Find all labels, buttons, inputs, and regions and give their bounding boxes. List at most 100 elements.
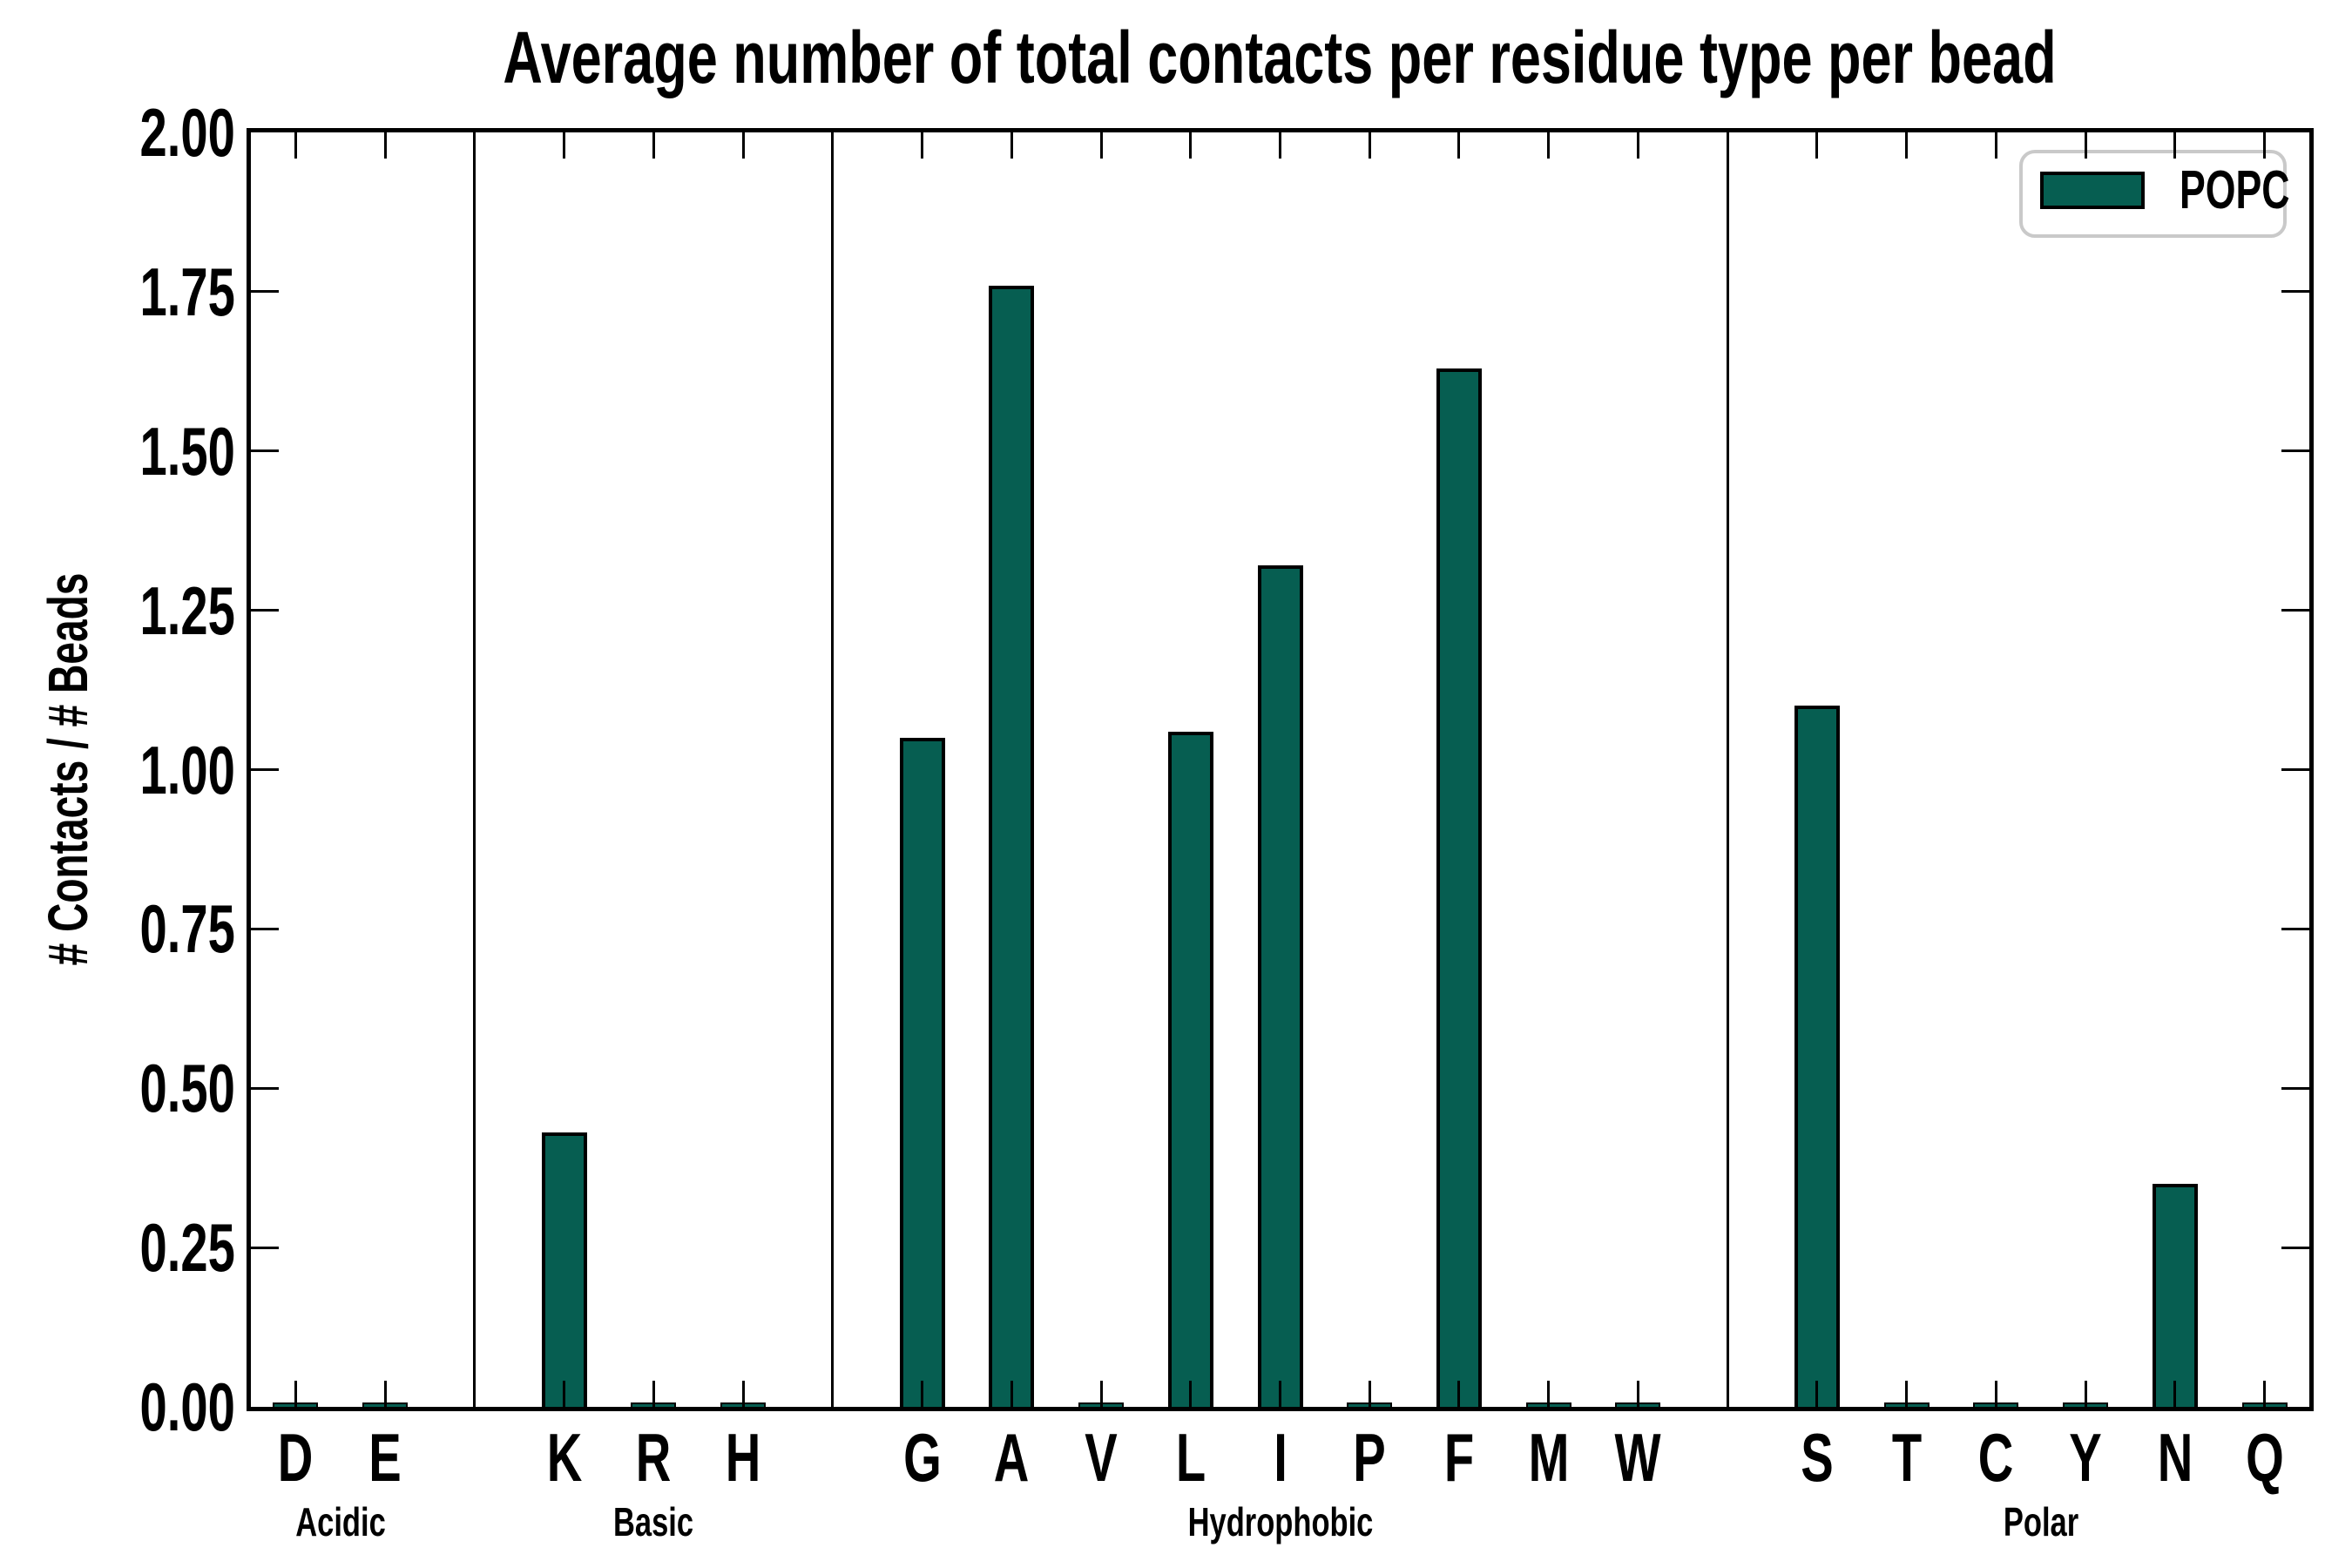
x-tick-top-Q <box>2263 132 2267 159</box>
x-tick-top-P <box>1368 132 1371 159</box>
bar-F <box>1436 368 1482 1407</box>
y-tick-label-text: 0.00 <box>139 1369 235 1445</box>
x-tick-label-C: C <box>1978 1419 2014 1496</box>
group-label-hydrophobic: Hydrophobic <box>1187 1499 1373 1544</box>
y-tick-left-0.50 <box>251 1086 279 1090</box>
x-tick-bottom-P <box>1368 1381 1371 1407</box>
y-tick-left-0.75 <box>251 927 279 930</box>
x-tick-bottom-K <box>563 1381 566 1407</box>
x-tick-top-C <box>1994 132 1997 159</box>
y-tick-label-0.00: 0.00 <box>103 1373 235 1441</box>
x-tick-label-M: M <box>1528 1419 1570 1496</box>
x-tick-label-E: E <box>368 1419 402 1496</box>
bar-N <box>2152 1184 2198 1407</box>
x-tick-bottom-E <box>383 1381 387 1407</box>
x-tick-top-S <box>1815 132 1819 159</box>
x-tick-bottom-V <box>1099 1381 1103 1407</box>
y-tick-label-0.50: 0.50 <box>103 1054 235 1122</box>
bar-L <box>1167 732 1213 1407</box>
x-tick-bottom-L <box>1189 1381 1193 1407</box>
x-tick-top-F <box>1457 132 1461 159</box>
y-axis-label-text: # Contacts / # Beads <box>37 572 99 966</box>
x-tick-label-K: K <box>546 1419 582 1496</box>
x-tick-bottom-I <box>1279 1381 1281 1407</box>
x-tick-top-N <box>2173 132 2177 159</box>
x-tick-label-I: I <box>1273 1419 1288 1496</box>
y-tick-right-0.25 <box>2281 1246 2309 1249</box>
y-tick-right-1.50 <box>2281 449 2309 453</box>
x-tick-top-I <box>1279 132 1281 159</box>
x-tick-top-A <box>1010 132 1013 159</box>
y-tick-label-text: 1.75 <box>139 253 235 330</box>
x-tick-label-H: H <box>725 1419 761 1496</box>
y-tick-label-text: 0.25 <box>139 1209 235 1287</box>
x-tick-bottom-C <box>1994 1381 1997 1407</box>
y-tick-label-text: 2.00 <box>139 94 235 171</box>
x-tick-top-E <box>383 132 387 159</box>
y-tick-right-0.75 <box>2281 927 2309 930</box>
group-label-basic: Basic <box>613 1499 694 1544</box>
group-label-polar: Polar <box>2003 1499 2078 1544</box>
y-tick-right-1.25 <box>2281 609 2309 612</box>
group-divider-0 <box>473 132 476 1407</box>
x-tick-top-D <box>294 132 297 159</box>
x-tick-bottom-F <box>1457 1381 1461 1407</box>
x-tick-bottom-S <box>1815 1381 1819 1407</box>
y-tick-label-text: 0.75 <box>139 890 235 968</box>
x-tick-label-F: F <box>1443 1419 1475 1496</box>
x-tick-bottom-Y <box>2084 1381 2087 1407</box>
y-tick-label-1.50: 1.50 <box>103 417 235 485</box>
y-tick-right-1.00 <box>2281 768 2309 771</box>
y-tick-left-0.25 <box>251 1246 279 1249</box>
x-tick-top-W <box>1636 132 1639 159</box>
y-tick-label-text: 1.00 <box>139 731 235 808</box>
x-tick-label-S: S <box>1801 1419 1834 1496</box>
x-tick-bottom-H <box>741 1381 745 1407</box>
group-divider-1 <box>831 132 835 1407</box>
plot-area <box>247 128 2314 1411</box>
x-tick-label-L: L <box>1175 1419 1206 1496</box>
x-tick-bottom-M <box>1547 1381 1551 1407</box>
y-tick-label-1.25: 1.25 <box>103 577 235 645</box>
bar-K <box>541 1132 587 1407</box>
x-tick-top-R <box>652 132 655 159</box>
y-tick-label-1.75: 1.75 <box>103 258 235 326</box>
y-tick-left-1.50 <box>251 449 279 453</box>
x-tick-label-W: W <box>1614 1419 1661 1496</box>
x-tick-bottom-G <box>921 1381 924 1407</box>
x-tick-bottom-A <box>1010 1381 1013 1407</box>
bar-S <box>1794 706 1840 1407</box>
y-tick-label-text: 0.50 <box>139 1050 235 1127</box>
x-tick-top-G <box>921 132 924 159</box>
x-tick-bottom-N <box>2173 1381 2177 1407</box>
y-tick-left-1.25 <box>251 609 279 612</box>
x-tick-label-R: R <box>636 1419 672 1496</box>
x-tick-top-V <box>1099 132 1103 159</box>
x-tick-label-G: G <box>902 1419 942 1496</box>
x-tick-bottom-R <box>652 1381 655 1407</box>
y-tick-left-1.75 <box>251 290 279 294</box>
group-divider-2 <box>1726 132 1729 1407</box>
x-tick-top-Y <box>2084 132 2087 159</box>
x-tick-label-T: T <box>1891 1419 1922 1496</box>
x-tick-label-Y: Y <box>2069 1419 2102 1496</box>
x-tick-top-K <box>563 132 566 159</box>
x-tick-bottom-D <box>294 1381 297 1407</box>
bar-G <box>899 738 945 1407</box>
group-label-acidic: Acidic <box>294 1499 386 1544</box>
x-tick-label-Q: Q <box>2245 1419 2284 1496</box>
bar-I <box>1257 565 1303 1407</box>
x-tick-bottom-Q <box>2263 1381 2267 1407</box>
x-tick-label-A: A <box>993 1419 1030 1496</box>
legend-label: POPC <box>2180 160 2290 220</box>
x-tick-label-V: V <box>1085 1419 1118 1496</box>
x-tick-top-H <box>741 132 745 159</box>
y-tick-label-text: 1.25 <box>139 571 235 649</box>
chart-title: Average number of total contacts per res… <box>503 17 2057 98</box>
y-tick-left-1.00 <box>251 768 279 771</box>
legend-swatch-popc <box>2040 172 2145 209</box>
y-tick-label-0.25: 0.25 <box>103 1213 235 1281</box>
bar-A <box>989 286 1035 1407</box>
x-tick-top-T <box>1905 132 1909 159</box>
